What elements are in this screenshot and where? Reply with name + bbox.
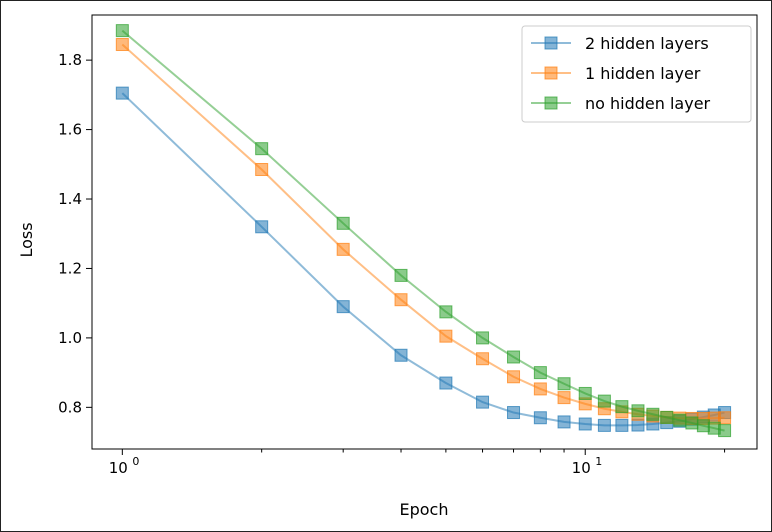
data-point (533, 382, 547, 396)
y-tick-label: 0.8 (58, 398, 82, 416)
data-point (476, 331, 490, 345)
y-tick-label: 1.6 (58, 121, 82, 139)
data-point (507, 370, 521, 384)
y-tick-label: 1.8 (58, 51, 82, 69)
data-point (394, 348, 408, 362)
data-point (336, 216, 350, 230)
legend-box (521, 25, 752, 123)
data-point (597, 394, 611, 408)
data-point (615, 418, 629, 432)
x-tick-label: 10 (109, 459, 128, 477)
legend-label: no hidden layer (585, 94, 711, 113)
y-tick-label: 1.0 (58, 329, 82, 347)
data-point (696, 419, 710, 433)
y-axis-ticks: 0.8 1.0 1.2 1.4 1.6 1.8 (58, 51, 92, 416)
data-point (557, 391, 571, 405)
data-point (597, 418, 611, 432)
data-point (718, 411, 732, 425)
data-point (685, 416, 699, 430)
data-point (631, 404, 645, 418)
legend-item: no hidden layer (531, 94, 711, 113)
data-point (718, 424, 732, 438)
data-point (533, 411, 547, 425)
data-point (255, 220, 269, 234)
legend-marker (544, 36, 558, 50)
y-axis-label: Loss (17, 222, 36, 257)
data-point (673, 413, 687, 427)
data-point (255, 142, 269, 156)
data-point (557, 377, 571, 391)
data-point (578, 417, 592, 431)
data-point (476, 395, 490, 409)
data-point (557, 415, 571, 429)
y-tick-label: 1.2 (58, 259, 82, 277)
data-point (439, 329, 453, 343)
data-point (115, 24, 129, 38)
legend-marker (544, 96, 558, 110)
data-point (507, 406, 521, 420)
legend-item: 2 hidden layers (531, 34, 709, 53)
legend-label: 2 hidden layers (585, 34, 709, 53)
x-tick-exponent: 1 (595, 455, 602, 468)
x-axis-ticks: 10 0 10 1 (109, 449, 726, 477)
data-point (394, 293, 408, 307)
data-point (336, 300, 350, 314)
data-point (394, 268, 408, 282)
data-point (115, 38, 129, 52)
legend-label: 1 hidden layer (585, 64, 701, 83)
y-tick-label: 1.4 (58, 190, 82, 208)
data-point (631, 418, 645, 432)
data-point (646, 407, 660, 421)
legend: 2 hidden layers 1 hidden layer no hidden l… (521, 25, 752, 123)
data-point (476, 352, 490, 366)
data-point (439, 305, 453, 319)
data-point (439, 376, 453, 390)
data-point (533, 366, 547, 380)
legend-marker (544, 66, 558, 80)
series-2 (115, 24, 732, 438)
x-tick-exponent: 0 (132, 455, 139, 468)
x-axis-label: Epoch (400, 500, 449, 519)
data-point (115, 86, 129, 100)
data-point (255, 163, 269, 177)
legend-item: 1 hidden layer (531, 64, 701, 83)
x-tick-label: 10 (572, 459, 591, 477)
data-point (336, 242, 350, 256)
series-layer (115, 24, 732, 438)
data-point (507, 350, 521, 364)
data-point (660, 410, 674, 424)
data-point (578, 386, 592, 400)
data-point (615, 400, 629, 414)
